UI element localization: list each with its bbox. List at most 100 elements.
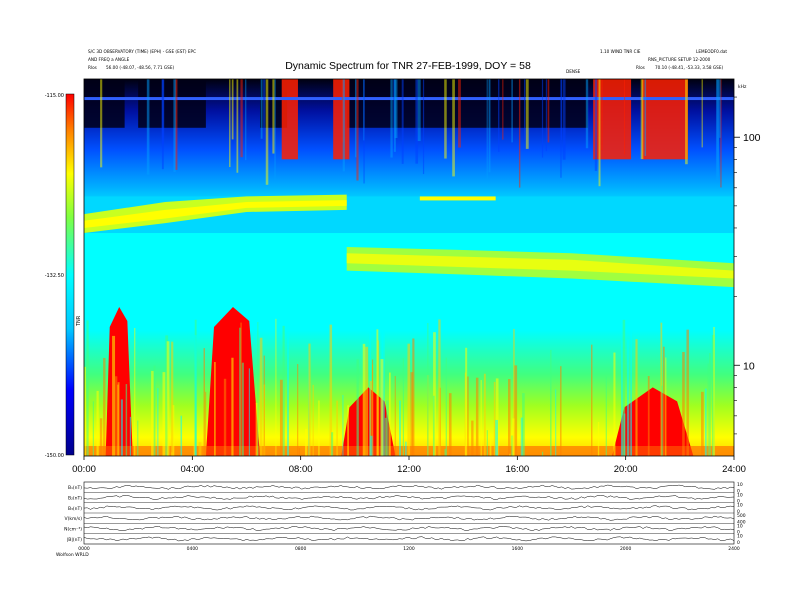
panel-trace — [83, 484, 735, 490]
panel-x-tick: 0800 — [295, 546, 307, 552]
upper-streak — [231, 79, 234, 140]
upper-streak — [525, 79, 529, 149]
spectral-streak — [686, 329, 689, 456]
header-right-line-1: 1.10 WIND TNR CIE — [600, 49, 641, 54]
upper-streak — [624, 79, 626, 155]
spectral-streak — [194, 335, 197, 456]
upper-streak — [452, 79, 455, 177]
panel-row-label: |B|(nT) — [67, 537, 82, 543]
spectral-streak — [275, 318, 277, 456]
spectral-streak — [381, 321, 385, 456]
spectral-streak — [445, 357, 447, 456]
spectral-streak — [495, 419, 499, 456]
spectral-streak — [620, 339, 624, 456]
upper-streak — [598, 79, 601, 187]
plasma-line-early-core — [84, 200, 347, 228]
upper-streak — [417, 79, 421, 142]
y-tick-label: 100 — [743, 132, 761, 144]
spectral-streak — [661, 385, 663, 456]
spectral-streak — [282, 325, 285, 456]
upper-streak — [260, 79, 263, 139]
upper-streak — [394, 79, 398, 139]
spectral-streak — [704, 388, 707, 456]
spectral-streak — [86, 320, 89, 456]
spectral-streak — [308, 343, 311, 456]
panel-trace — [83, 515, 735, 521]
upper-streak — [274, 79, 276, 180]
spectral-streak — [597, 421, 600, 456]
spectral-streak — [172, 405, 175, 456]
spectral-streak — [231, 357, 234, 456]
spectral-streak — [388, 372, 391, 456]
spectral-streak — [329, 324, 333, 456]
horizontal-interference — [84, 97, 734, 101]
spectral-streak — [402, 358, 405, 456]
upper-streak — [594, 79, 598, 171]
spectral-streak — [96, 390, 99, 456]
quiet-region — [346, 79, 588, 128]
spectral-streak — [386, 400, 389, 456]
panel-row-tick-bottom: 0 — [737, 488, 740, 494]
spectral-streak — [331, 432, 334, 456]
panel-row-tick-bottom: 0 — [737, 509, 740, 515]
spectral-streak — [407, 343, 411, 456]
upper-streak — [541, 79, 544, 158]
upper-streak — [716, 79, 719, 183]
spectral-streak — [125, 384, 128, 456]
spectral-streak — [342, 394, 344, 456]
spectral-streak — [162, 372, 166, 456]
spectral-streak — [508, 379, 511, 456]
spectral-streak — [384, 417, 387, 456]
high-freq-burst — [641, 79, 688, 160]
x-tick-label: 24:00 — [722, 464, 746, 475]
spectral-streak — [103, 357, 106, 456]
spectral-streak — [287, 333, 289, 456]
spectral-streak — [520, 417, 523, 456]
spectrogram-streaks — [84, 79, 722, 456]
spectral-streak — [255, 402, 259, 456]
spectral-streak — [240, 322, 242, 456]
spectral-streak — [405, 441, 407, 456]
spectral-streak — [370, 435, 374, 456]
upper-streak — [685, 79, 688, 165]
high-freq-burst — [281, 79, 298, 160]
upper-streak — [265, 79, 269, 185]
colorbar-tick-mid: -132.50 — [45, 273, 64, 279]
colorbar — [65, 93, 75, 456]
upper-streak — [236, 79, 239, 173]
spectral-streak — [257, 321, 259, 456]
spectral-streak — [432, 395, 435, 456]
panel-row-tick-bottom: 0 — [737, 499, 740, 505]
x-axis: 00:00 04:00 08:00 12:00 16:00 20:00 24:00 — [72, 456, 746, 475]
spectral-streak — [134, 327, 136, 456]
spectral-streak — [467, 376, 469, 456]
header-far-right: LEMEODF0.dat — [696, 49, 727, 54]
upper-streak — [422, 79, 425, 175]
x-tick-label: 20:00 — [614, 464, 638, 475]
upper-streak — [523, 79, 526, 141]
spectral-streak — [369, 381, 372, 456]
panel-row-tick-top: 10 — [737, 503, 743, 509]
spectral-streak — [630, 322, 633, 456]
upper-streak — [173, 79, 176, 173]
narrow-emission — [419, 196, 496, 201]
spectral-streak — [117, 384, 119, 456]
panel-row-tick-top: 10 — [737, 482, 743, 488]
panel-x-tick: 0400 — [187, 546, 199, 552]
panel-x-tick: 2000 — [620, 546, 632, 552]
upper-streak — [444, 79, 447, 159]
panel-row-tick-bottom: 0 — [737, 530, 740, 536]
spectral-streak — [157, 388, 159, 456]
spectral-streak — [297, 364, 299, 456]
spectral-streak — [279, 379, 283, 456]
spectral-streak — [318, 400, 320, 456]
upper-streak — [486, 79, 488, 179]
spectral-streak — [433, 332, 436, 456]
upper-streak — [640, 79, 644, 160]
spectral-streak — [613, 352, 616, 456]
upper-streak — [240, 79, 243, 158]
radio-burst — [612, 387, 694, 456]
spectral-streak — [465, 347, 468, 456]
upper-streak — [644, 79, 647, 156]
